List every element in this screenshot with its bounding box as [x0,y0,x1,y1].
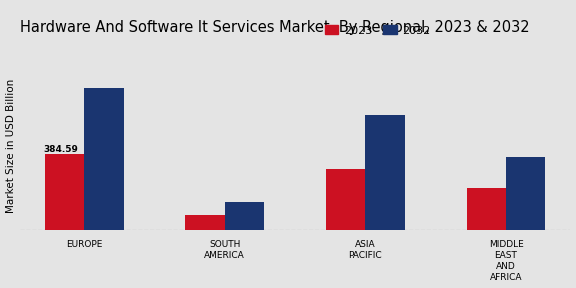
Bar [365,115,405,230]
Bar [326,168,365,230]
Bar [225,202,264,230]
Bar [506,157,545,230]
Bar [45,154,84,230]
Bar [84,88,123,230]
Bar [467,188,506,230]
Y-axis label: Market Size in USD Billion: Market Size in USD Billion [6,79,16,213]
Legend: 2023, 2032: 2023, 2032 [321,21,435,40]
Bar [185,215,225,230]
Text: Hardware And Software It Services Market, By Regional, 2023 & 2032: Hardware And Software It Services Market… [20,20,529,35]
Text: 384.59: 384.59 [43,145,78,154]
